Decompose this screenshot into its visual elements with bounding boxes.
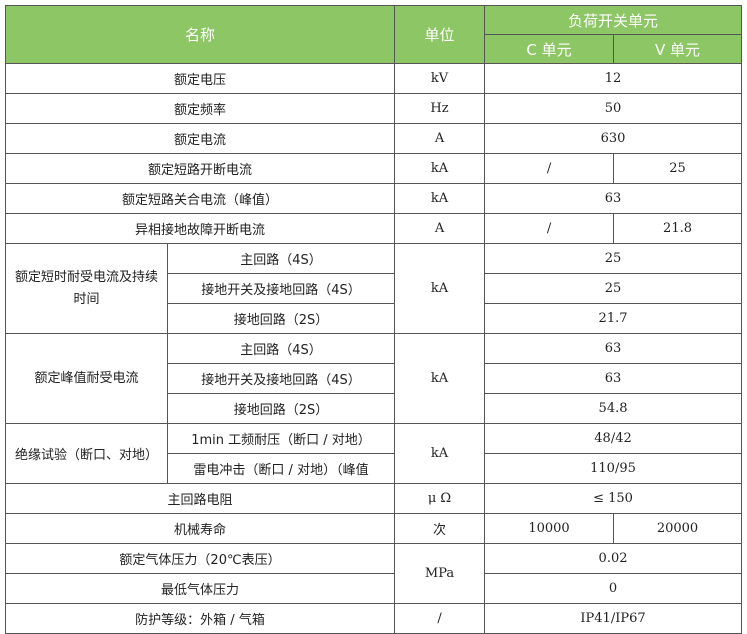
row-c-value: / — [484, 153, 615, 184]
table-row: 接地回路（2S） 54.8 — [6, 393, 743, 424]
row-c-value: 10000 — [484, 513, 615, 544]
row-name: 异相接地故障开断电流 — [4, 213, 396, 244]
row-value: 0.02 — [484, 543, 743, 574]
table-row: 机械寿命 次 10000 20000 — [4, 513, 743, 544]
row-name: 防护等级：外箱 / 气箱 — [4, 603, 396, 634]
row-value: 630 — [484, 123, 743, 154]
row-name: 最低气体压力 — [4, 573, 396, 604]
row-unit: kV — [394, 63, 486, 94]
row-value: IP41/IP67 — [484, 603, 743, 634]
row-unit: kA — [394, 153, 486, 184]
table-row: 额定电流 A 630 — [4, 123, 743, 154]
row-value: 25 — [484, 243, 743, 274]
sub-name: 1min 工频耐压（断口 / 对地） — [166, 423, 396, 454]
row-value: 0 — [484, 573, 743, 604]
row-name: 主回路电阻 — [4, 483, 396, 514]
table-row: 额定峰值耐受电流 主回路（4S） kA 63 — [5, 333, 743, 424]
sub-name: 接地回路（2S） — [166, 303, 396, 334]
table-row: 接地开关及接地回路（4S） 63 — [6, 363, 743, 394]
row-unit: kA — [394, 333, 486, 424]
row-name: 额定电压 — [4, 63, 396, 94]
row-name: 额定短路关合电流（峰值） — [4, 183, 396, 214]
sub-name: 接地开关及接地回路（4S） — [166, 363, 396, 394]
row-name: 机械寿命 — [4, 513, 396, 544]
row-value: 54.8 — [484, 393, 743, 424]
group-name: 额定峰值耐受电流 — [5, 333, 168, 424]
table-row: 接地开关及接地回路（4S） 25 — [6, 273, 743, 304]
table-row: 绝缘试验（断口、对地） 1min 工频耐压（断口 / 对地） kA 48/42 — [5, 423, 743, 484]
row-unit: kA — [394, 243, 486, 334]
row-value: 50 — [484, 93, 743, 124]
table-row: 额定短路关合电流（峰值） kA 63 — [4, 183, 743, 214]
row-value: 63 — [484, 183, 743, 214]
group-name: 额定短时耐受电流及持续时间 — [5, 243, 168, 334]
table-row: 额定短时耐受电流及持续时间 主回路（4S） kA 25 — [5, 243, 743, 334]
row-name: 额定气体压力（20℃表压） — [4, 543, 396, 574]
row-name: 额定电流 — [4, 123, 396, 154]
sub-name: 主回路（4S） — [166, 333, 396, 364]
table-row: 额定短路开断电流 kA / 25 — [4, 153, 743, 184]
row-value: 48/42 — [484, 423, 743, 454]
header-v-unit: V 单元 — [613, 34, 743, 64]
header-group: 负荷开关单元 — [484, 5, 743, 35]
row-value: 110/95 — [484, 453, 743, 484]
row-unit: A — [394, 123, 486, 154]
row-unit: kA — [394, 183, 486, 214]
row-value: ≤ 150 — [484, 483, 743, 514]
row-unit: / — [394, 603, 486, 634]
table-row: 额定气体压力（20℃表压） MPa 0.02 — [4, 543, 743, 604]
header-name: 名称 — [4, 5, 396, 64]
table-row: 接地回路（2S） 21.7 — [6, 303, 743, 334]
header-unit: 单位 — [394, 5, 486, 64]
row-value: 25 — [484, 273, 743, 304]
row-unit: A — [394, 213, 486, 244]
table-row: 额定频率 Hz 50 — [4, 93, 743, 124]
sub-name: 主回路（4S） — [166, 243, 396, 274]
table-row: 雷电冲击（断口 / 对地）（峰值 110/95 — [6, 453, 743, 484]
table-row: 最低气体压力 0 — [4, 573, 743, 604]
sub-name: 雷电冲击（断口 / 对地）（峰值 — [166, 453, 396, 484]
spec-table: 名称 单位 负荷开关单元 C 单元 V 单元 额定电压 kV 12 额定频率 H… — [4, 5, 743, 634]
table-row: 主回路电阻 μ Ω ≤ 150 — [4, 483, 743, 514]
group-name: 绝缘试验（断口、对地） — [5, 423, 168, 484]
sub-name: 接地开关及接地回路（4S） — [166, 273, 396, 304]
row-unit: kA — [394, 423, 486, 484]
row-value: 12 — [484, 63, 743, 94]
row-unit: MPa — [394, 543, 486, 604]
row-name: 额定短路开断电流 — [4, 153, 396, 184]
table-row: 异相接地故障开断电流 A / 21.8 — [4, 213, 743, 244]
table-row: 防护等级：外箱 / 气箱 / IP41/IP67 — [4, 603, 743, 634]
row-value: 63 — [484, 333, 743, 364]
row-c-value: / — [484, 213, 615, 244]
table-row: 额定电压 kV 12 — [4, 63, 743, 94]
row-unit: μ Ω — [394, 483, 486, 514]
row-v-value: 21.8 — [613, 213, 743, 244]
header-c-unit: C 单元 — [484, 34, 615, 64]
row-name: 额定频率 — [4, 93, 396, 124]
row-value: 63 — [484, 363, 743, 394]
row-unit: Hz — [394, 93, 486, 124]
row-unit: 次 — [394, 513, 486, 544]
row-value: 21.7 — [484, 303, 743, 334]
row-v-value: 20000 — [613, 513, 743, 544]
row-v-value: 25 — [613, 153, 743, 184]
sub-name: 接地回路（2S） — [166, 393, 396, 424]
